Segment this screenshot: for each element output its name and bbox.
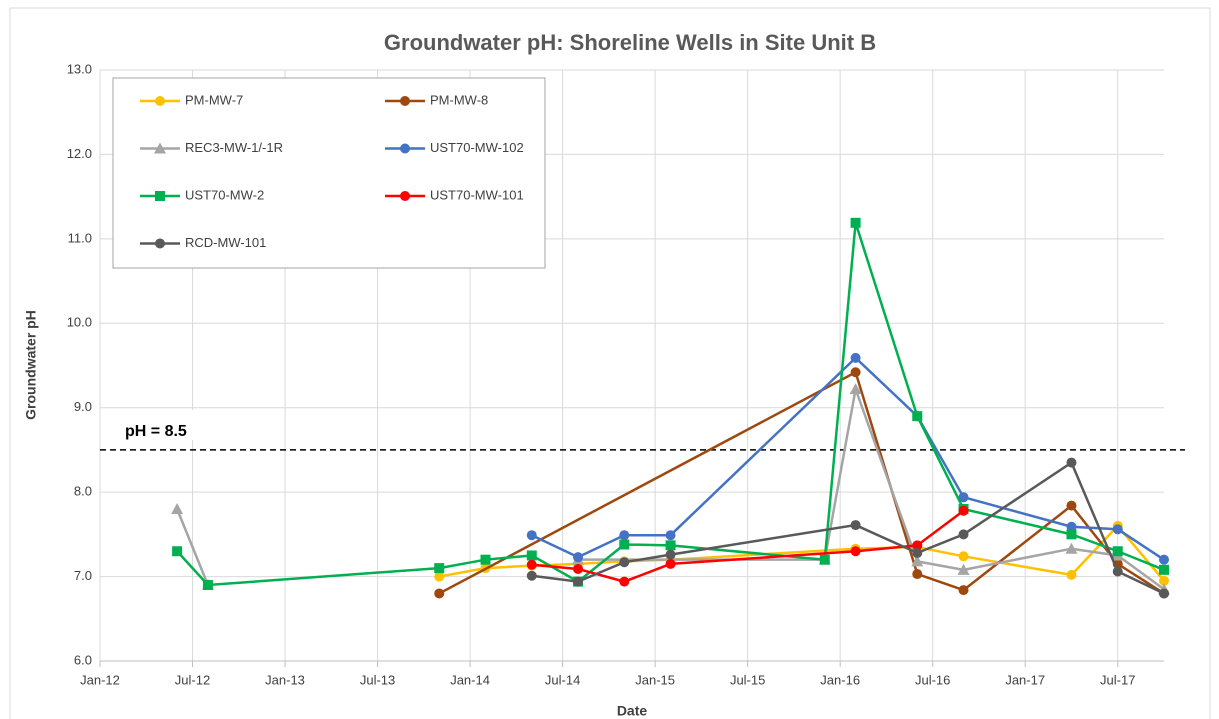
marker (434, 571, 445, 582)
marker (912, 547, 923, 558)
y-tick-label: 6.0 (74, 652, 92, 667)
marker (850, 520, 861, 531)
marker (911, 555, 924, 567)
x-tick-label: Jul-14 (545, 672, 580, 687)
annotation: pH = 8.5 (125, 423, 187, 440)
legend-box (112, 77, 546, 269)
marker (958, 551, 969, 562)
y-tick-label: 10.0 (67, 315, 92, 330)
marker (850, 367, 861, 378)
marker (1159, 588, 1169, 599)
marker (619, 539, 630, 550)
marker (172, 546, 183, 557)
marker (526, 570, 537, 581)
y-tick-label: 8.0 (74, 484, 92, 499)
marker (171, 503, 184, 515)
x-tick-label: Jan-17 (1005, 672, 1045, 687)
marker (1066, 569, 1077, 580)
x-tick-label: Jul-17 (1100, 672, 1135, 687)
legend-label: UST70-MW-102 (430, 140, 524, 155)
marker (850, 352, 861, 363)
marker (1066, 457, 1077, 468)
marker (1159, 564, 1169, 575)
marker (526, 559, 537, 570)
marker (154, 142, 166, 154)
marker (573, 563, 584, 574)
chart-title: Groundwater pH: Shoreline Wells in Site … (384, 30, 876, 55)
x-tick-label: Jul-16 (915, 672, 950, 687)
marker (1065, 542, 1078, 554)
marker (619, 557, 630, 568)
y-tick-label: 9.0 (74, 399, 92, 414)
marker (850, 217, 861, 228)
marker (958, 505, 969, 516)
marker (849, 383, 862, 395)
annotation-bg (112, 410, 212, 440)
marker (1066, 521, 1077, 532)
marker (573, 552, 584, 563)
marker (526, 530, 537, 541)
x-axis-label: Date (617, 703, 648, 719)
marker (573, 576, 584, 587)
marker (1112, 524, 1123, 535)
legend-label: UST70-MW-2 (185, 187, 264, 202)
marker (400, 143, 410, 154)
marker (665, 540, 676, 551)
legend-label: RCD-MW-101 (185, 235, 266, 250)
marker (155, 238, 165, 249)
marker (526, 550, 537, 561)
series-line (531, 356, 1165, 561)
x-tick-label: Jul-12 (175, 672, 210, 687)
legend-label: PM-MW-7 (185, 92, 243, 107)
series-line (531, 460, 1165, 595)
marker (958, 585, 969, 596)
marker (1112, 566, 1123, 577)
marker (1159, 554, 1169, 565)
marker (434, 588, 445, 599)
marker (1066, 529, 1077, 540)
marker (912, 540, 923, 551)
y-tick-label: 13.0 (67, 61, 92, 76)
marker (434, 563, 445, 574)
marker (1112, 546, 1123, 557)
marker (957, 563, 970, 575)
marker (958, 529, 969, 540)
marker (619, 530, 630, 541)
legend-label: UST70-MW-101 (430, 187, 524, 202)
marker (958, 492, 969, 503)
y-axis-label: Groundwater pH (23, 310, 39, 420)
x-tick-label: Jan-14 (450, 672, 490, 687)
marker (155, 191, 165, 201)
marker (202, 580, 213, 591)
marker (400, 96, 410, 106)
y-tick-label: 7.0 (74, 568, 92, 583)
marker (665, 558, 676, 569)
marker (1159, 575, 1169, 586)
x-tick-label: Jan-16 (820, 672, 860, 687)
marker (665, 549, 676, 560)
marker (819, 554, 830, 565)
marker (480, 554, 491, 565)
marker (912, 569, 923, 580)
y-tick-label: 12.0 (67, 146, 92, 161)
marker (665, 530, 676, 541)
marker (155, 96, 165, 106)
legend-label: PM-MW-8 (430, 92, 488, 107)
x-tick-label: Jul-13 (360, 672, 395, 687)
legend: PM-MW-7 PM-MW-8 REC3-MW-1/-1R UST70-MW-102 U… (112, 77, 546, 269)
x-tick-label: Jul-15 (730, 672, 765, 687)
x-tick-label: Jan-13 (265, 672, 305, 687)
marker (400, 191, 410, 201)
x-tick-label: Jan-15 (635, 672, 675, 687)
legend-label: REC3-MW-1/-1R (185, 140, 283, 155)
y-tick-label: 11.0 (68, 230, 92, 245)
marker (912, 411, 923, 422)
marker (619, 576, 630, 587)
x-tick-label: Jan-12 (80, 672, 120, 687)
marker (850, 546, 861, 557)
marker (1066, 500, 1077, 511)
